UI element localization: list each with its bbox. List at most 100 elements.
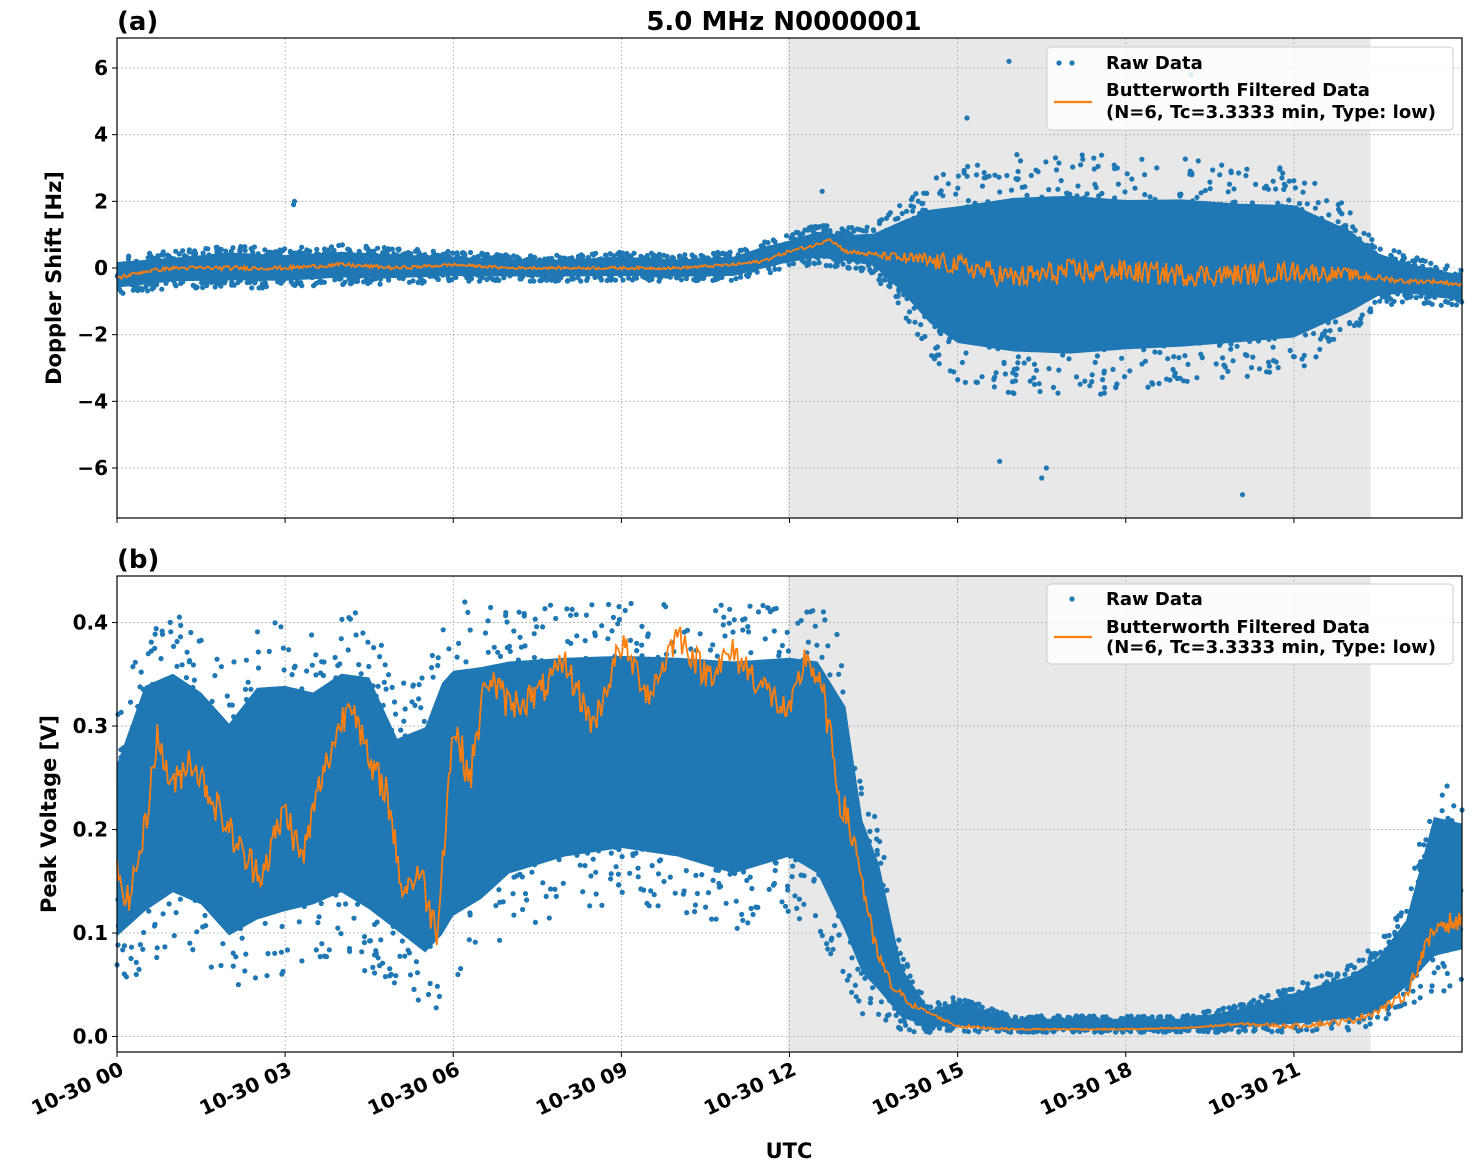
raw-data-point [258,757,264,763]
raw-data-point [289,255,295,261]
raw-data-point [1207,186,1213,192]
raw-data-point [998,206,1004,212]
raw-data-point [910,217,916,223]
raw-data-point [699,872,705,878]
raw-data-point [575,275,581,281]
raw-data-point [745,629,752,635]
raw-data-point [1282,989,1288,996]
raw-data-point [162,944,168,950]
raw-data-point [938,272,944,278]
raw-data-point [458,966,464,972]
raw-data-point [714,681,720,687]
raw-data-point [1031,381,1038,387]
raw-data-point [1351,965,1358,971]
raw-data-point [691,783,697,789]
raw-data-point [863,234,869,241]
raw-data-point [877,272,883,279]
raw-data-point [295,252,301,258]
raw-data-point [309,726,315,732]
raw-data-point [1219,236,1225,242]
raw-data-point [299,786,305,792]
raw-data-point [779,642,786,649]
raw-data-point [581,685,587,691]
raw-data-point [1363,1023,1369,1030]
raw-data-point [416,834,422,841]
raw-data-point [845,742,851,748]
raw-data-point [864,224,870,230]
raw-data-point [1053,167,1060,173]
raw-data-point [926,1029,932,1035]
raw-data-point [1351,255,1357,261]
raw-data-point [852,765,858,772]
raw-data-point [420,764,426,771]
raw-data-point [1269,228,1275,235]
raw-data-point [887,956,893,962]
raw-data-point [1437,931,1443,938]
raw-data-point [637,800,643,807]
raw-data-point [436,993,442,1000]
raw-data-point [137,786,143,792]
raw-data-point [177,634,184,640]
raw-data-point [710,250,717,257]
raw-data-point [1103,249,1109,255]
raw-data-point [935,246,941,252]
raw-data-point [602,262,608,268]
raw-data-point [1223,277,1229,283]
raw-data-point [366,663,372,670]
raw-data-point [981,328,987,334]
raw-data-point [160,249,166,255]
raw-data-point [785,908,791,914]
raw-data-point [382,725,388,731]
raw-data-point [347,249,353,256]
raw-data-point [830,256,837,262]
raw-data-point [123,280,129,287]
raw-data-point [1091,155,1097,161]
raw-data-point [1050,384,1057,390]
raw-data-point [1400,946,1406,952]
raw-data-point [146,730,152,736]
raw-data-point [174,638,180,645]
raw-data-point [544,277,550,283]
raw-data-point [521,611,527,617]
raw-data-point [657,256,663,262]
raw-data-point [938,222,944,228]
raw-data-point [295,275,302,281]
raw-data-point [1073,1021,1079,1027]
raw-data-point [195,815,201,821]
raw-data-point [1055,390,1061,396]
raw-data-point [662,830,668,836]
raw-data-point [1084,224,1090,230]
raw-data-point [785,883,791,889]
raw-data-point [168,275,174,281]
raw-data-point [1441,988,1447,994]
raw-data-point [1056,314,1062,320]
raw-data-point [512,670,518,676]
raw-data-point [823,262,829,269]
raw-data-point [1115,181,1121,187]
raw-data-point [616,882,622,888]
raw-data-point [1015,360,1021,366]
raw-data-point [1295,251,1301,257]
raw-data-point [1017,332,1023,338]
raw-data-point [819,932,825,939]
raw-data-point [1229,242,1235,248]
raw-data-point [266,648,272,655]
raw-data-point [933,175,940,181]
raw-data-point [656,278,662,284]
raw-data-point [534,624,540,630]
raw-data-point [1074,193,1080,199]
raw-data-point [1051,201,1057,207]
raw-data-point [900,956,906,962]
raw-data-point [256,257,262,263]
raw-data-point [217,825,223,831]
raw-data-point [137,942,143,948]
raw-data-point [684,752,690,758]
raw-data-point [1034,327,1040,333]
raw-data-point [1429,848,1435,854]
raw-data-point [1228,346,1234,352]
raw-data-point [347,804,353,811]
y-tick-label: 6 [94,56,108,80]
raw-data-point [796,663,802,669]
raw-data-point [242,774,248,780]
raw-data-point [1319,1000,1325,1006]
